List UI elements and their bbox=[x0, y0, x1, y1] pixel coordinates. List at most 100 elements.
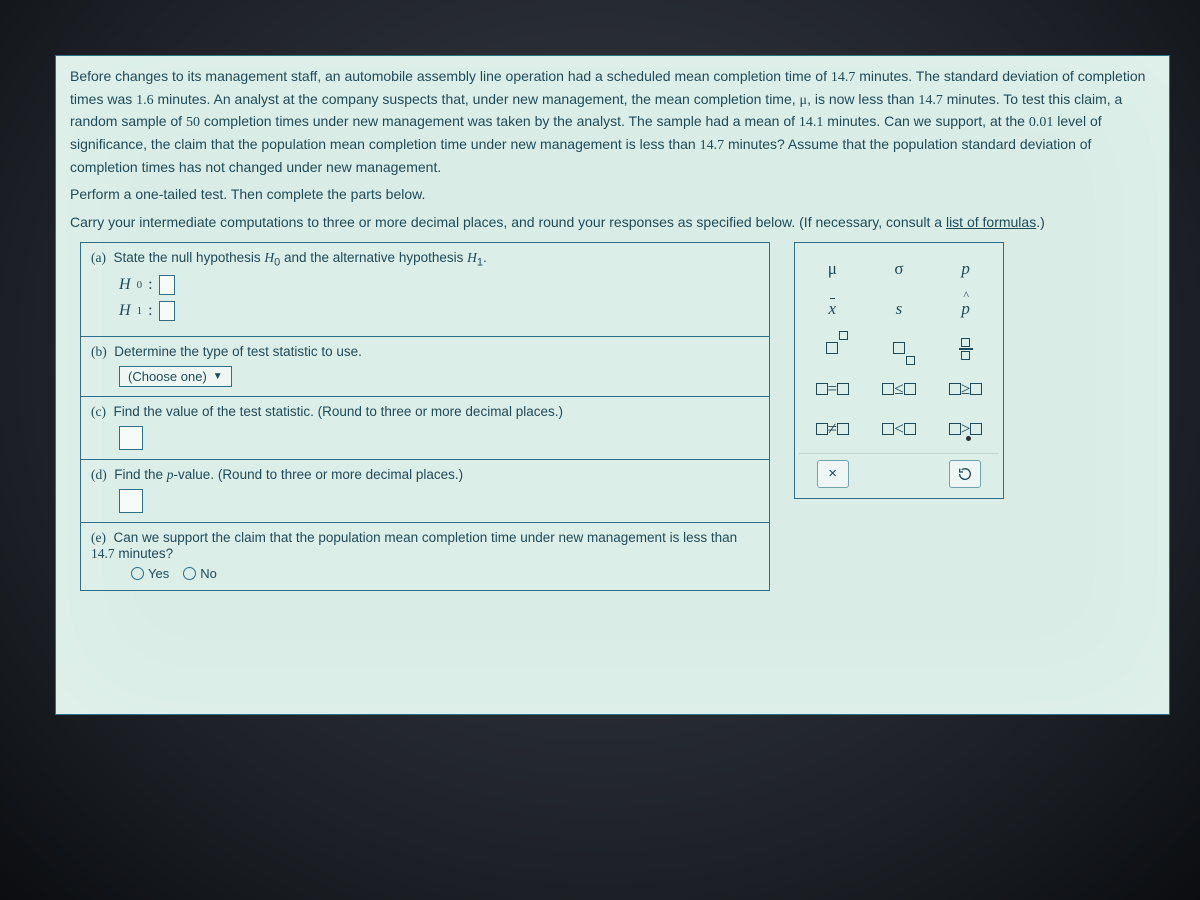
palette-tool-row: × bbox=[799, 453, 999, 494]
part-e-label: (e) bbox=[91, 530, 106, 545]
power-glyph bbox=[826, 339, 838, 359]
value-mean-old-2: 14.7 bbox=[918, 93, 943, 108]
chevron-down-icon: ▼ bbox=[213, 371, 223, 382]
problem-text: completion times under new management wa… bbox=[200, 113, 799, 129]
h0-sym: H bbox=[264, 250, 274, 265]
fraction-glyph bbox=[959, 338, 973, 360]
part-c: (c) Find the value of the test statistic… bbox=[81, 396, 769, 459]
part-d: (d) Find the p-value. (Round to three or… bbox=[81, 459, 769, 522]
palette-row-1: μ σ p bbox=[799, 249, 999, 289]
radio-yes[interactable]: Yes bbox=[131, 566, 169, 581]
symbol-phat-button[interactable]: p bbox=[938, 292, 994, 326]
symbol-p-button[interactable]: p bbox=[938, 252, 994, 286]
xbar-glyph: x bbox=[829, 299, 837, 319]
part-e-text2: minutes? bbox=[115, 546, 174, 561]
p-glyph: p bbox=[961, 259, 970, 279]
value-mean-old: 14.7 bbox=[831, 70, 856, 85]
mu-glyph: μ bbox=[828, 259, 837, 279]
part-c-label: (c) bbox=[91, 404, 106, 419]
ge-glyph: ≥ bbox=[961, 379, 970, 399]
symbol-power-button[interactable] bbox=[804, 332, 860, 366]
part-b-label: (b) bbox=[91, 344, 107, 359]
yes-no-group: Yes No bbox=[91, 566, 759, 581]
part-b: (b) Determine the type of test statistic… bbox=[81, 336, 769, 396]
value-n: 50 bbox=[186, 115, 200, 130]
reset-button[interactable] bbox=[949, 460, 981, 488]
clear-button[interactable]: × bbox=[817, 460, 849, 488]
question-panel: Before changes to its management staff, … bbox=[55, 55, 1170, 715]
yes-label: Yes bbox=[148, 566, 169, 581]
p-value-answer-box[interactable] bbox=[119, 489, 143, 513]
x-icon: × bbox=[828, 465, 837, 482]
radio-dot-icon bbox=[183, 567, 196, 580]
no-label: No bbox=[200, 566, 217, 581]
test-stat-answer-box[interactable] bbox=[119, 426, 143, 450]
radio-no[interactable]: No bbox=[183, 566, 217, 581]
symbol-eq-button[interactable]: = bbox=[804, 372, 860, 406]
eq-glyph: = bbox=[828, 379, 838, 399]
symbol-s-button[interactable]: s bbox=[871, 292, 927, 326]
part-e: (e) Can we support the claim that the po… bbox=[81, 522, 769, 590]
symbol-palette: μ σ p x s p = ≤ bbox=[794, 242, 1004, 499]
h0-answer-box[interactable] bbox=[159, 275, 175, 295]
radio-dot-icon bbox=[131, 567, 144, 580]
part-a-text-a: State the null hypothesis bbox=[114, 250, 265, 265]
palette-row-3 bbox=[799, 329, 999, 369]
h1-colon: : bbox=[148, 302, 152, 320]
part-e-text: Can we support the claim that the popula… bbox=[114, 530, 738, 545]
le-glyph: ≤ bbox=[894, 379, 903, 399]
part-a: (a) State the null hypothesis H0 and the… bbox=[81, 243, 769, 336]
symbol-subscript-button[interactable] bbox=[871, 332, 927, 366]
instruction-1: Perform a one-tailed test. Then complete… bbox=[70, 186, 425, 202]
ne-glyph: ≠ bbox=[828, 419, 837, 439]
h1-var: H bbox=[119, 302, 131, 320]
symbol-le-button[interactable]: ≤ bbox=[871, 372, 927, 406]
subscript-glyph bbox=[893, 339, 905, 359]
h1-var-sub: 1 bbox=[137, 305, 143, 317]
instruction-2b: .) bbox=[1036, 214, 1045, 230]
part-d-label: (d) bbox=[91, 467, 107, 482]
h1-input-line: H1 : bbox=[119, 301, 759, 321]
palette-row-5: ≠ < > bbox=[799, 409, 999, 449]
symbol-sigma-button[interactable]: σ bbox=[871, 252, 927, 286]
value-mean-old-3: 14.7 bbox=[700, 138, 725, 153]
problem-text: minutes. Can we support, at the bbox=[823, 113, 1028, 129]
sigma-glyph: σ bbox=[894, 259, 903, 279]
problem-statement: Before changes to its management staff, … bbox=[56, 56, 1169, 238]
symbol-gt-button[interactable]: > bbox=[938, 412, 994, 446]
value-sd: 1.6 bbox=[136, 93, 154, 108]
problem-text: , is now less than bbox=[807, 91, 918, 107]
lt-glyph: < bbox=[894, 419, 904, 439]
test-statistic-select[interactable]: (Choose one) ▼ bbox=[119, 366, 232, 387]
h0-input-line: H0 : bbox=[119, 275, 759, 295]
h0-var: H bbox=[119, 276, 131, 294]
symbol-ne-button[interactable]: ≠ bbox=[804, 412, 860, 446]
instruction-2a: Carry your intermediate computations to … bbox=[70, 214, 946, 230]
formulas-link[interactable]: list of formulas bbox=[946, 214, 1036, 230]
value-alpha: 0.01 bbox=[1029, 115, 1054, 130]
part-a-label: (a) bbox=[91, 250, 106, 265]
symbol-mu-button[interactable]: μ bbox=[804, 252, 860, 286]
symbol-xbar-button[interactable]: x bbox=[804, 292, 860, 326]
symbol-lt-button[interactable]: < bbox=[871, 412, 927, 446]
reset-icon bbox=[957, 466, 973, 482]
palette-row-4: = ≤ ≥ bbox=[799, 369, 999, 409]
h1-sym: H bbox=[467, 250, 477, 265]
problem-text: minutes. An analyst at the company suspe… bbox=[154, 91, 800, 107]
symbol-ge-button[interactable]: ≥ bbox=[938, 372, 994, 406]
palette-row-2: x s p bbox=[799, 289, 999, 329]
symbol-fraction-button[interactable] bbox=[938, 332, 994, 366]
part-d-text: Find the bbox=[114, 467, 167, 482]
part-b-text: Determine the type of test statistic to … bbox=[114, 344, 362, 359]
problem-text: Before changes to its management staff, … bbox=[70, 68, 831, 84]
part-a-text-c: . bbox=[483, 250, 487, 265]
choose-label: (Choose one) bbox=[128, 369, 207, 384]
p-word: p bbox=[167, 467, 174, 482]
part-d-text2: -value. (Round to three or more decimal … bbox=[174, 467, 464, 482]
questions-column: (a) State the null hypothesis H0 and the… bbox=[80, 242, 770, 591]
s-glyph: s bbox=[896, 299, 903, 319]
symbol-mu: μ bbox=[800, 93, 808, 108]
part-a-text-b: and the alternative hypothesis bbox=[280, 250, 467, 265]
h1-answer-box[interactable] bbox=[159, 301, 175, 321]
h0-var-sub: 0 bbox=[137, 279, 143, 291]
